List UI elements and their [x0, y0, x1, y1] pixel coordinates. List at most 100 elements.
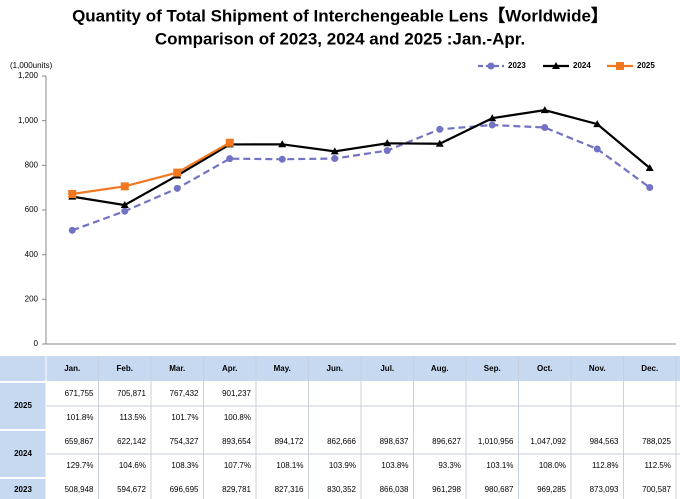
table-cell: 969,285: [537, 485, 566, 494]
table-cell: 980,687: [485, 485, 514, 494]
table-cell: 873,093: [590, 485, 619, 494]
table-row-label: 2025: [14, 401, 32, 410]
table-cell: 767,432: [170, 389, 199, 398]
chart-subtitle: Comparison of 2023, 2024 and 2025 :Jan.-…: [155, 29, 525, 48]
y-axis-label: (1,000units): [10, 61, 53, 70]
series-line: [72, 109, 651, 207]
point: [593, 120, 602, 128]
table-cell: 1,010,956: [478, 437, 514, 446]
legend-label: 2024: [573, 61, 591, 70]
table-row-label: 2024: [14, 449, 32, 458]
point: [225, 138, 234, 147]
table-row-label-bg: [0, 430, 46, 478]
table-header: Apr.: [222, 364, 238, 373]
y-tick-label: 600: [25, 205, 39, 214]
table-header: Dec.: [641, 364, 658, 373]
y-tick-label: 0: [34, 339, 39, 348]
series-line: [72, 141, 231, 196]
table-cell: 896,627: [432, 437, 461, 446]
table-cell: 671,755: [65, 389, 94, 398]
table-header: Aug.: [431, 364, 449, 373]
table-header: Jul.: [380, 364, 394, 373]
point: [435, 139, 444, 147]
table-cell: 104.6%: [119, 461, 146, 470]
y-tick-label: 400: [25, 250, 39, 259]
legend-label: 2025: [637, 61, 655, 70]
legend-label: 2023: [508, 61, 526, 70]
table-cell: 984,563: [590, 437, 619, 446]
table-cell: 129.7%: [66, 461, 93, 470]
point: [645, 164, 654, 172]
table-cell: 112.8%: [592, 461, 619, 470]
table-header: Mar.: [169, 364, 185, 373]
table-cell: 622,142: [117, 437, 146, 446]
table-cell: 754,327: [170, 437, 199, 446]
point: [173, 184, 181, 192]
table-header: Oct.: [537, 364, 553, 373]
table-cell: 100.8%: [224, 413, 251, 422]
y-tick-label: 1,200: [18, 71, 39, 80]
table-cell: 830,352: [327, 485, 356, 494]
table-cell: 827,316: [275, 485, 304, 494]
table-row-label-bg: [0, 382, 46, 430]
table-cell: 93.3%: [438, 461, 461, 470]
y-tick-label: 1,000: [18, 116, 39, 125]
y-tick-label: 200: [25, 294, 39, 303]
chart-title: Quantity of Total Shipment of Intercheng…: [72, 5, 608, 25]
table-header: Jan.: [64, 364, 80, 373]
point: [383, 147, 391, 155]
legend-marker: [487, 62, 495, 70]
point: [121, 207, 129, 215]
table-cell: 893,654: [222, 437, 251, 446]
table-cell: 103.1%: [486, 461, 513, 470]
table-cell: 829,781: [222, 485, 251, 494]
point: [541, 124, 549, 132]
table-cell: 901,237: [222, 389, 251, 398]
point: [540, 106, 549, 114]
table-cell: 101.7%: [171, 413, 198, 422]
table-header: Feb.: [117, 364, 133, 373]
point: [436, 125, 444, 133]
table-cell: 108.3%: [171, 461, 198, 470]
legend-marker: [552, 62, 560, 69]
table-cell: 866,038: [380, 485, 409, 494]
table-cell: 705,871: [117, 389, 146, 398]
table-cell: 508,948: [65, 485, 94, 494]
point: [120, 201, 129, 209]
table-header: Nov.: [589, 364, 606, 373]
table-cell: 1,047,092: [530, 437, 566, 446]
point: [593, 145, 601, 153]
table-row-label: 2023: [14, 485, 32, 494]
table-cell: 894,172: [275, 437, 304, 446]
table-cell: 112.5%: [644, 461, 671, 470]
series-line: [71, 123, 651, 232]
table-cell: 594,672: [117, 485, 146, 494]
point: [173, 168, 182, 177]
table-cell: 103.9%: [329, 461, 356, 470]
table-cell: 659,867: [65, 437, 94, 446]
point: [278, 155, 286, 163]
legend-marker: [616, 62, 624, 70]
table-cell: 113.5%: [119, 413, 146, 422]
point: [226, 155, 234, 163]
table-cell: 101.8%: [66, 413, 93, 422]
point: [331, 155, 339, 163]
table-cell: 108.1%: [276, 461, 303, 470]
table-cell: 103.8%: [381, 461, 408, 470]
point: [488, 121, 496, 129]
table-cell: 700,587: [642, 485, 671, 494]
table-row-label-bg: [0, 478, 46, 499]
point: [68, 189, 77, 198]
point: [278, 140, 287, 148]
point: [383, 139, 392, 147]
table-cell: 788,025: [642, 437, 671, 446]
table-header: Sep.: [484, 364, 501, 373]
table-cell: 108.0%: [539, 461, 566, 470]
table-cell: 696,695: [170, 485, 199, 494]
point: [120, 182, 129, 191]
point: [646, 184, 654, 192]
point: [68, 226, 76, 234]
table-cell: 898,637: [380, 437, 409, 446]
y-tick-label: 800: [25, 160, 39, 169]
